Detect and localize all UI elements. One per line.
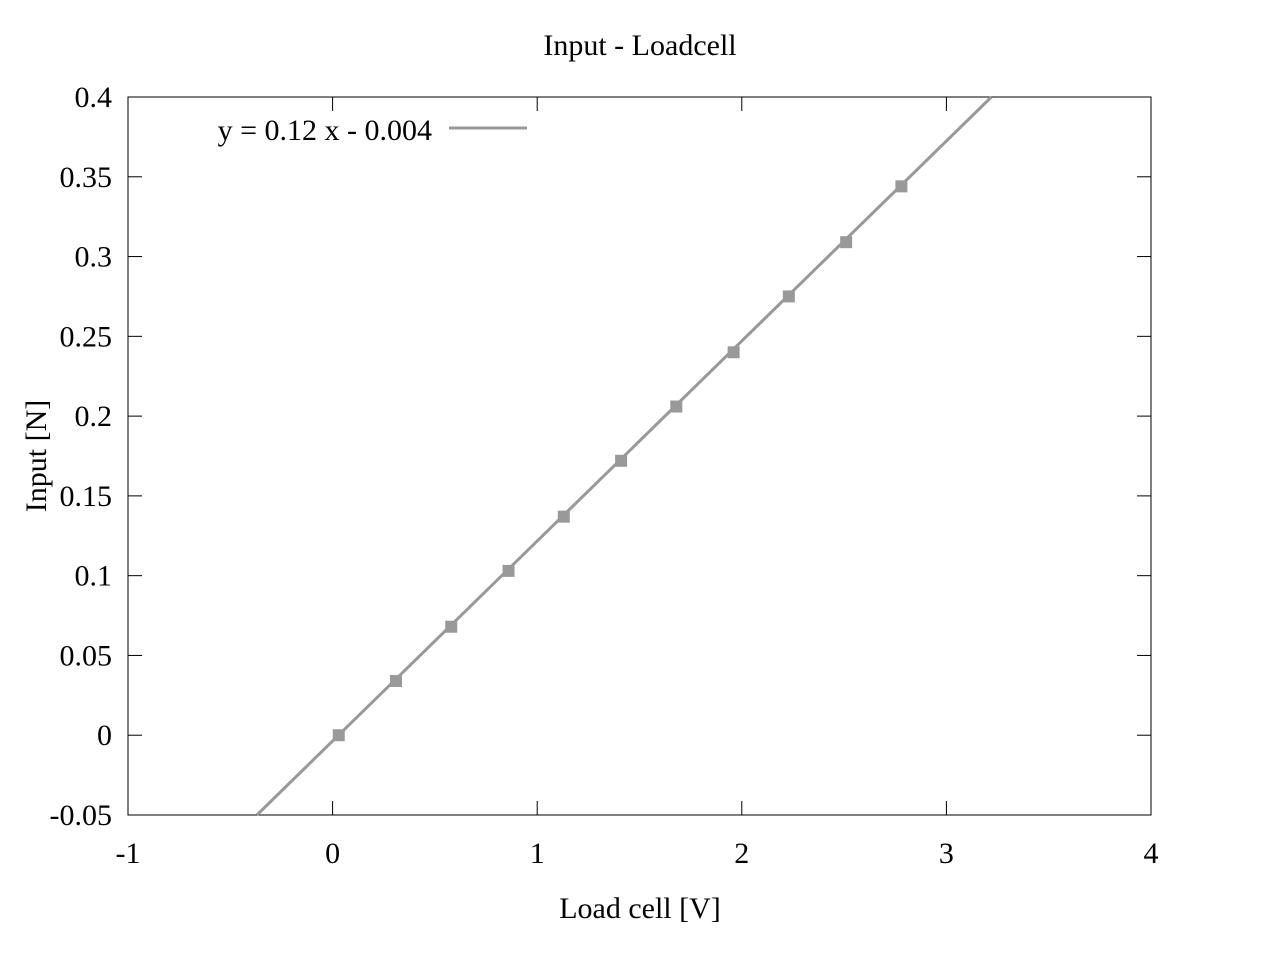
data-point — [445, 620, 458, 633]
plot-series — [255, 95, 993, 817]
y-tick-label: -0.05 — [50, 799, 113, 832]
x-tick-label: 4 — [1144, 837, 1159, 870]
plot-border — [127, 96, 1152, 816]
data-point — [390, 674, 403, 687]
x-axis-label: Load cell [V] — [559, 892, 721, 925]
y-tick-label: 0.15 — [60, 480, 113, 513]
x-tick-label: -1 — [116, 837, 141, 870]
data-point — [895, 180, 908, 193]
legend: y = 0.12 x - 0.004 — [218, 114, 527, 147]
data-point — [332, 729, 345, 742]
x-tick-label: 3 — [939, 837, 954, 870]
y-tick-label: 0.4 — [75, 81, 113, 114]
data-point — [727, 346, 740, 359]
x-tick-label: 2 — [734, 837, 749, 870]
data-point — [557, 510, 570, 523]
chart-title: Input - Loadcell — [543, 29, 736, 62]
x-tick-label: 1 — [530, 837, 545, 870]
y-axis-label: Input [N] — [20, 400, 53, 512]
legend-label: y = 0.12 x - 0.004 — [218, 114, 432, 147]
y-tick-label: 0 — [97, 719, 112, 752]
y-tick-label: 0.05 — [60, 639, 113, 672]
data-point — [615, 454, 628, 467]
y-tick-label: 0.25 — [60, 320, 113, 353]
y-tick-label: 0.3 — [75, 241, 113, 274]
data-point — [502, 564, 515, 577]
data-point — [782, 290, 795, 303]
data-point — [840, 236, 853, 249]
data-point — [670, 400, 683, 413]
x-tick-label: 0 — [325, 837, 340, 870]
y-tick-label: 0.35 — [60, 161, 113, 194]
y-tick-label: 0.2 — [75, 400, 113, 433]
plot-frame — [127, 96, 1152, 816]
y-tick-label: 0.1 — [75, 560, 113, 593]
axis-ticks: -1 0 1 2 3 4 -0.05 0 0.05 0.1 0.15 0.2 0.25 0.3 0.35 0.… — [50, 81, 1159, 870]
